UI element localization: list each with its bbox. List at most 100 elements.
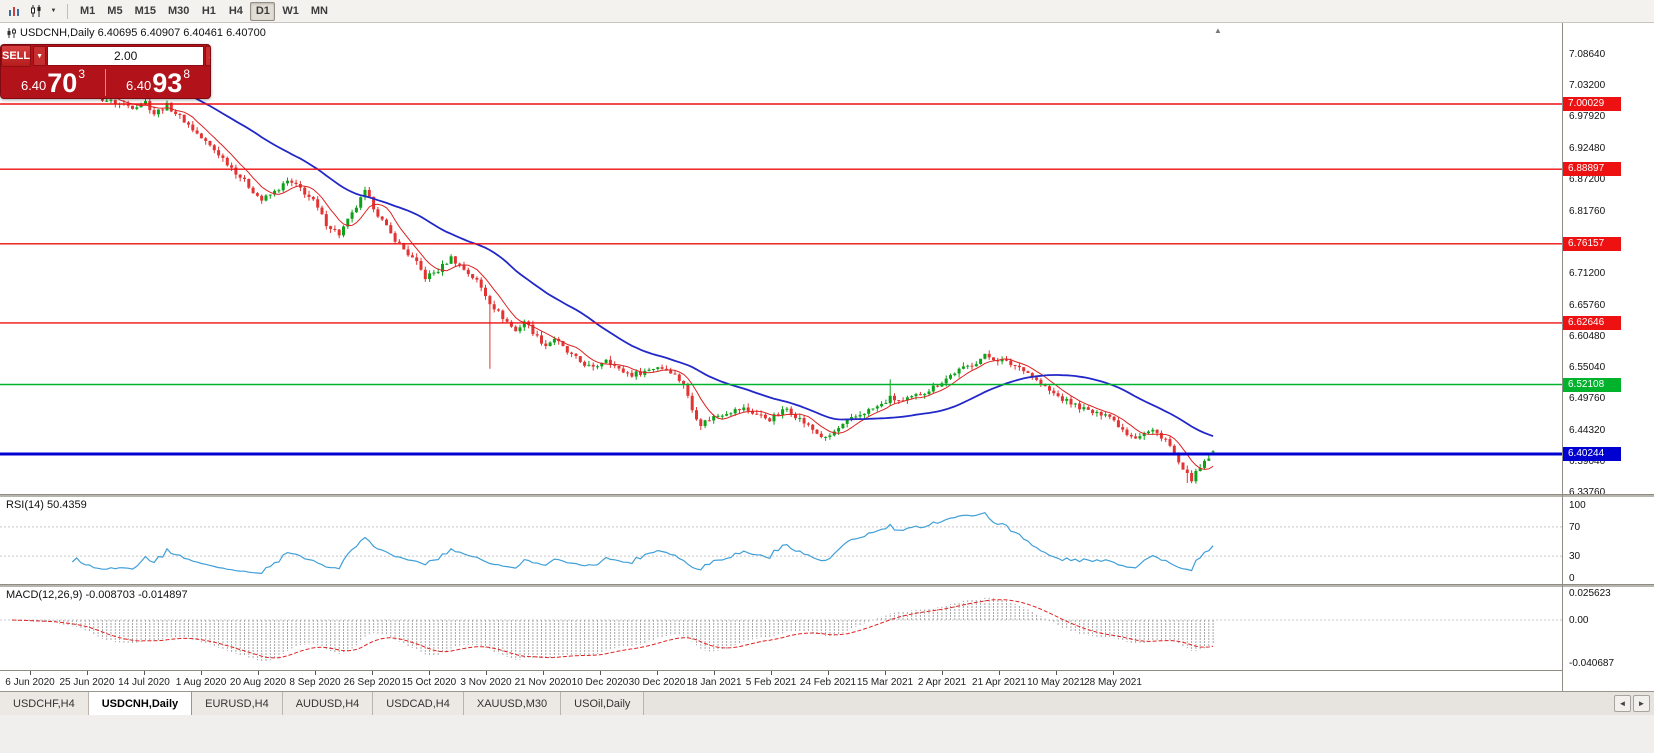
tab-scrollbar: ◄ ► [1614,692,1654,715]
date-axis-label: 2 Apr 2021 [917,677,967,688]
price-axis-label: 6.39040 [1569,456,1606,468]
date-axis-label: 26 Sep 2020 [343,677,401,688]
chart-tab-usoil-daily[interactable]: USOil,Daily [561,692,645,715]
buy-price[interactable]: 6.40 93 8 [106,67,210,98]
price-level-badge: 6.88897 [1563,162,1621,177]
date-axis-tick [315,671,316,675]
chart-symbol-icon [7,28,16,38]
date-axis-tick [429,671,430,675]
date-axis-tick [828,671,829,675]
rsi-scale-label: 100 [1569,500,1586,511]
rsi-scale-label: 30 [1569,551,1581,563]
chart-tab-eurusd-h4[interactable]: EURUSD,H4 [192,692,283,715]
timeframe-button-h4[interactable]: H4 [223,2,248,21]
timeframe-button-m30[interactable]: M30 [163,2,194,21]
bar-chart-icon [8,7,19,16]
date-axis-label: 20 Aug 2020 [229,677,287,688]
volume-decrease-button[interactable]: ▼ [33,46,47,66]
price-axis-label: 6.49760 [1569,393,1606,405]
chart-tab-usdcnh-daily[interactable]: USDCNH,Daily [88,692,193,715]
tab-scroll-left-button[interactable]: ◄ [1614,695,1631,712]
sell-price[interactable]: 6.40 70 3 [1,67,105,98]
date-axis-label: 18 Jan 2021 [686,677,742,688]
date-axis-label: 8 Sep 2020 [289,677,341,688]
date-axis-tick [714,671,715,675]
price-axis-label: 6.97920 [1569,111,1606,123]
price-axis-divider [1562,23,1563,691]
date-axis-tick [771,671,772,675]
rsi-scale-label: 0 [1569,573,1575,584]
price-axis-label: 7.08640 [1569,48,1606,60]
chart-shift-marker-icon: ▲ [1214,26,1222,35]
price-axis-label: 7.03200 [1569,80,1606,92]
date-axis-tick [1056,671,1057,675]
timeframe-button-h1[interactable]: H1 [196,2,221,21]
candlestick-chart-icon [30,5,40,17]
bar-chart-button[interactable] [3,2,24,21]
window-background [0,715,1654,753]
timeframe-button-d1[interactable]: D1 [250,1,276,21]
chart-tab-xauusd-m30[interactable]: XAUUSD,M30 [463,692,562,715]
date-axis-label: 25 Jun 2020 [59,677,115,688]
price-divider [105,69,106,96]
buy-price-big: 93 [152,68,183,99]
price-level-badge: 6.62646 [1563,315,1621,330]
chart-tab-audusd-h4[interactable]: AUDUSD,H4 [282,692,374,715]
volume-input[interactable] [47,46,205,66]
date-axis-label: 3 Nov 2020 [460,677,512,688]
sell-button[interactable]: SELL [1,45,32,67]
price-axis-label: 6.44320 [1569,425,1606,437]
timeframe-button-w1[interactable]: W1 [277,2,304,21]
chart-title-text: USDCNH,Daily 6.40695 6.40907 6.40461 6.4… [20,27,266,39]
volume-increase-button[interactable]: ▲ [205,46,210,66]
date-axis-label: 6 Jun 2020 [5,677,55,688]
date-axis-tick [1113,671,1114,675]
tab-scroll-right-button[interactable]: ► [1633,695,1650,712]
date-axis-tick [87,671,88,675]
rsi-indicator-header: RSI(14) 50.4359 [6,499,87,511]
date-axis-label: 1 Aug 2020 [175,677,227,688]
price-axis-label: 6.71200 [1569,267,1606,279]
date-axis-label: 15 Mar 2021 [856,677,914,688]
volume-stepper: ▼ ▲ [31,45,210,67]
date-axis-tick [600,671,601,675]
buy-price-small: 6.40 [125,78,152,93]
price-axis-label: 6.33760 [1569,486,1606,498]
macd-scale-label: 0.025623 [1569,588,1611,599]
panel-separator[interactable] [0,584,1654,587]
macd-scale-label: -0.040687 [1569,658,1615,669]
panel-separator[interactable] [0,494,1654,497]
date-axis: 6 Jun 2020 25 Jun 2020 14 Jul 2020 1 Aug 20… [0,670,1562,691]
candlestick-chart-button[interactable] [25,2,46,21]
sell-price-sup: 3 [78,67,86,81]
chevron-down-icon: ▼ [50,8,57,14]
sell-price-small: 6.40 [20,78,47,93]
top-toolbar: ▼ M1 M5 M15 M30 H1 H4 D1 W1 MN [0,0,1654,23]
rsi-scale-label: 70 [1569,521,1581,533]
price-axis-label: 6.60480 [1569,330,1606,342]
price-level-badge: 6.52108 [1563,377,1621,392]
chart-type-dropdown[interactable]: ▼ [47,2,60,21]
date-axis-tick [144,671,145,675]
date-axis-tick [942,671,943,675]
price-axis-label: 6.65760 [1569,299,1606,311]
date-axis-label: 24 Feb 2021 [799,677,857,688]
timeframe-button-mn[interactable]: MN [306,2,333,21]
macd-scale-label: 0.00 [1569,615,1589,627]
chart-tab-usdchf-h4[interactable]: USDCHF,H4 [0,692,89,715]
sell-price-big: 70 [47,68,78,99]
timeframe-button-m5[interactable]: M5 [102,2,127,21]
chart-canvas[interactable] [0,23,1562,670]
timeframe-button-m15[interactable]: M15 [130,2,161,21]
price-level-badge: 6.76157 [1563,236,1621,251]
date-axis-tick [657,671,658,675]
price-axis-label: 6.92480 [1569,143,1606,155]
price-axis-label: 6.55040 [1569,362,1606,374]
date-axis-label: 28 May 2021 [1084,677,1142,688]
date-axis-label: 21 Nov 2020 [514,677,572,688]
timeframe-toolbar: M1 M5 M15 M30 H1 H4 D1 W1 MN [75,1,333,21]
chart-tab-usdcad-h4[interactable]: USDCAD,H4 [373,692,464,715]
chart-title: USDCNH,Daily 6.40695 6.40907 6.40461 6.4… [7,27,266,39]
date-axis-tick [543,671,544,675]
timeframe-button-m1[interactable]: M1 [75,2,100,21]
